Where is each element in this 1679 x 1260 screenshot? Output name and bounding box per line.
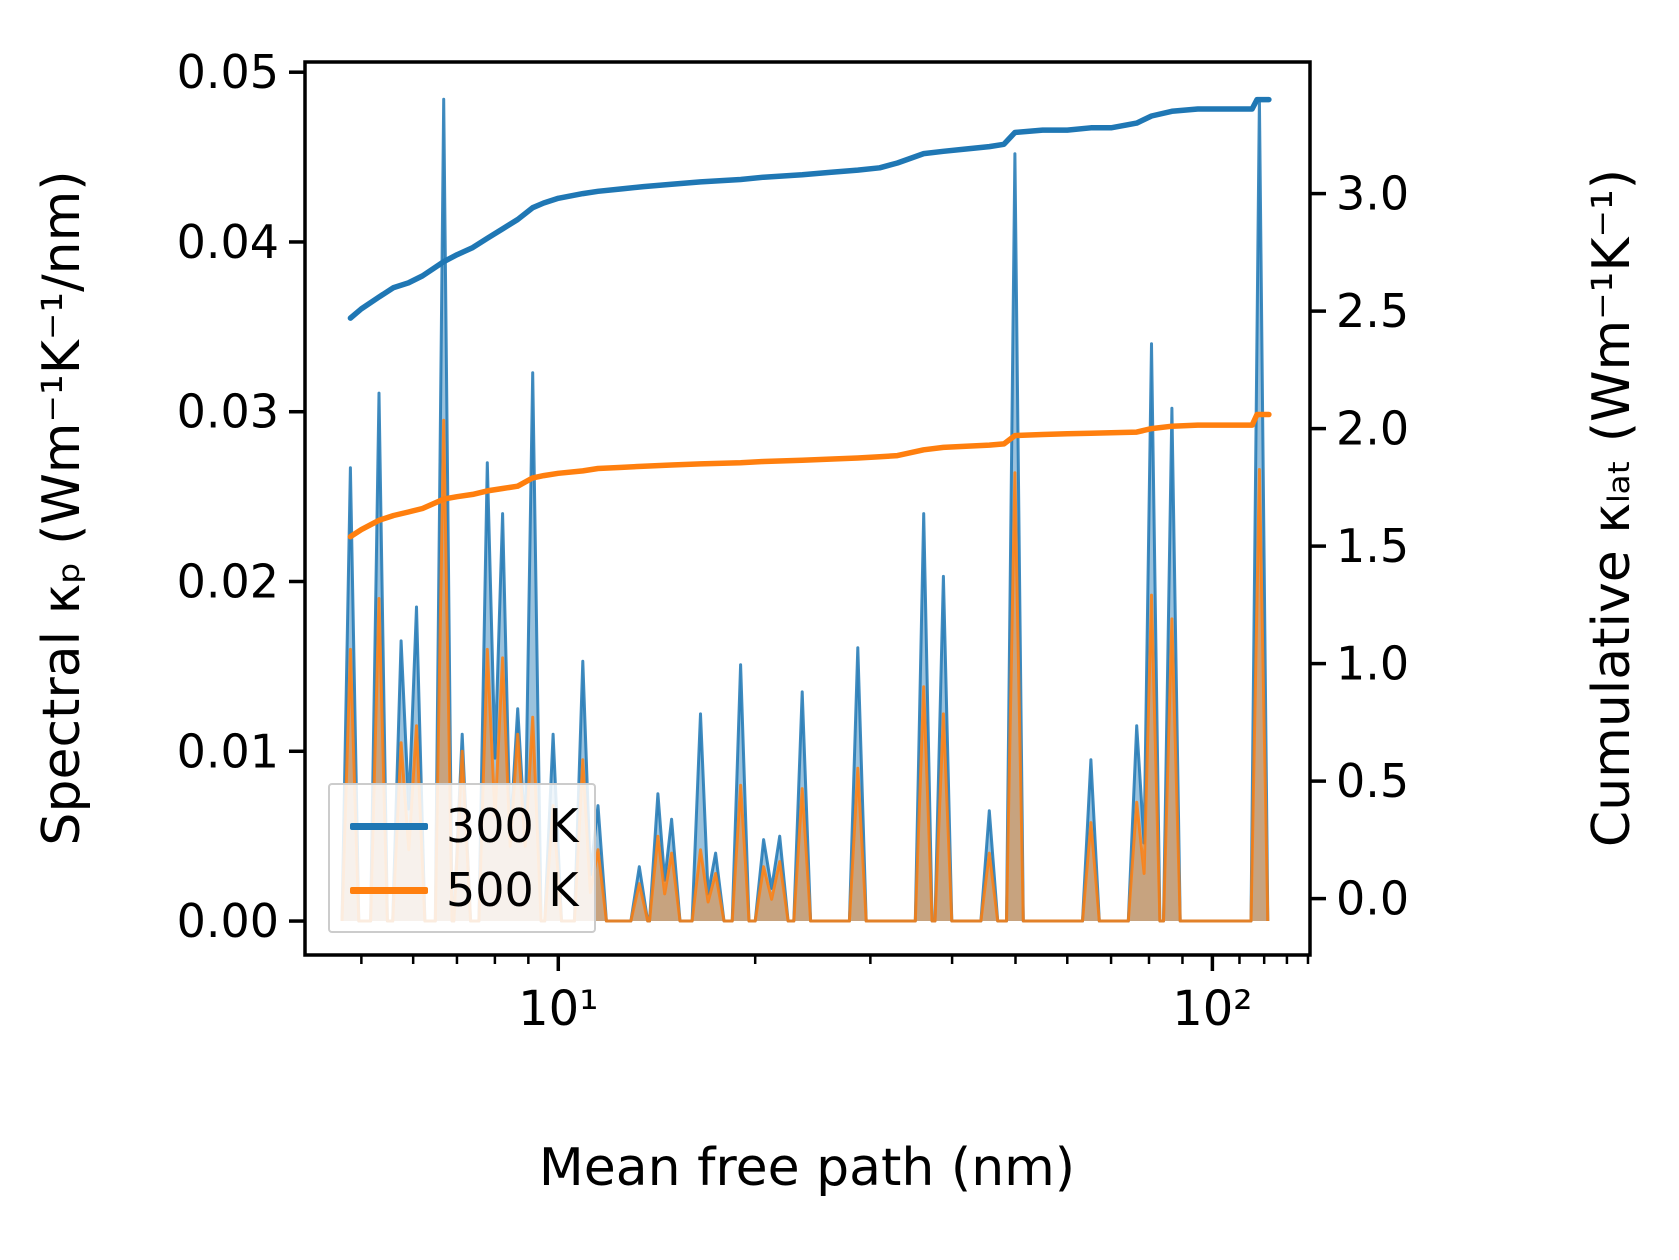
y-left-axis-label: Spectral κₚ (Wm⁻¹K⁻¹/nm) (32, 170, 92, 846)
y-left-tick-label: 0.00 (177, 894, 279, 948)
cumulative-500k-line (347, 411, 1272, 540)
legend: 300 K 500 K (328, 783, 596, 933)
spectral-500k-fill (342, 420, 1268, 921)
axes-frame (303, 60, 1312, 957)
y-left-tick-label: 0.02 (177, 555, 279, 609)
x-tick-label: 10² (1172, 981, 1252, 1037)
cumulative-300k-line (347, 96, 1272, 321)
legend-line-300k-swatch (350, 822, 428, 830)
y-left-tick-label: 0.03 (177, 385, 279, 439)
legend-label-500k: 500 K (446, 863, 579, 917)
y-left-tick-label: 0.05 (177, 45, 279, 99)
y-right-tick-label: 0.0 (1336, 872, 1409, 926)
legend-entry-300k: 300 K (336, 803, 588, 849)
x-tick-label: 10¹ (518, 981, 598, 1037)
y-right-tick-label: 2.5 (1336, 284, 1409, 338)
y-right-axis-label: Cumulative κₗₐₜ (Wm⁻¹K⁻¹) (1582, 168, 1642, 848)
legend-label-300k: 300 K (446, 799, 579, 853)
spectral-300k-fill (342, 99, 1268, 922)
x-axis-label: Mean free path (nm) (538, 1138, 1076, 1198)
legend-line-500k-swatch (350, 886, 428, 894)
y-left-tick-label: 0.04 (177, 215, 279, 269)
y-right-tick-label: 2.0 (1336, 402, 1409, 456)
y-right-tick-label: 0.5 (1336, 754, 1409, 808)
y-right-tick-label: 1.0 (1336, 637, 1409, 691)
y-left-tick-label: 0.01 (177, 724, 279, 778)
legend-entry-500k: 500 K (336, 867, 588, 913)
y-right-tick-label: 3.0 (1336, 167, 1409, 221)
y-right-tick-label: 1.5 (1336, 519, 1409, 573)
